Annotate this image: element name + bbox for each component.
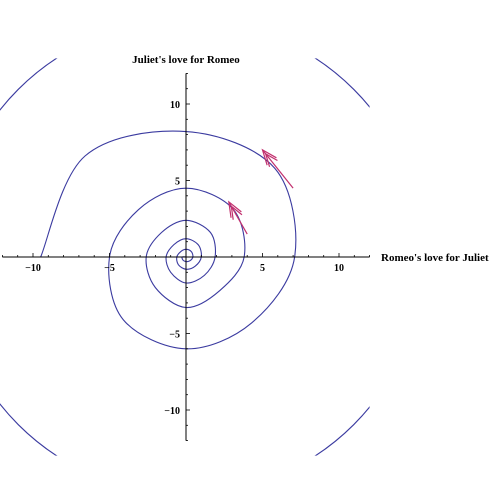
spiral-trajectory	[40, 130, 297, 350]
y-ticks-group: 10 5 −5 −10	[164, 73, 190, 442]
x-tick-label: 5	[260, 263, 265, 274]
x-axis-label: Romeo's love for Juliet	[381, 252, 489, 264]
direction-arrow	[261, 148, 294, 189]
direction-arrow	[228, 200, 248, 235]
axes-group: −10 −5 5 10 10 5 −5 −10	[1, 73, 371, 442]
x-tick-label: 10	[334, 263, 344, 274]
y-tick-label: 5	[175, 177, 180, 188]
x-tick-label: −10	[25, 263, 41, 274]
direction-arrows-group	[228, 148, 294, 235]
y-tick-label: −10	[164, 406, 180, 417]
x-ticks-group: −10 −5 5 10	[1, 253, 371, 274]
y-tick-label: 10	[170, 100, 180, 111]
y-axis-label: Juliet's love for Romeo	[132, 54, 240, 66]
y-tick-label: −5	[169, 330, 180, 341]
x-tick-label: −5	[104, 263, 115, 274]
